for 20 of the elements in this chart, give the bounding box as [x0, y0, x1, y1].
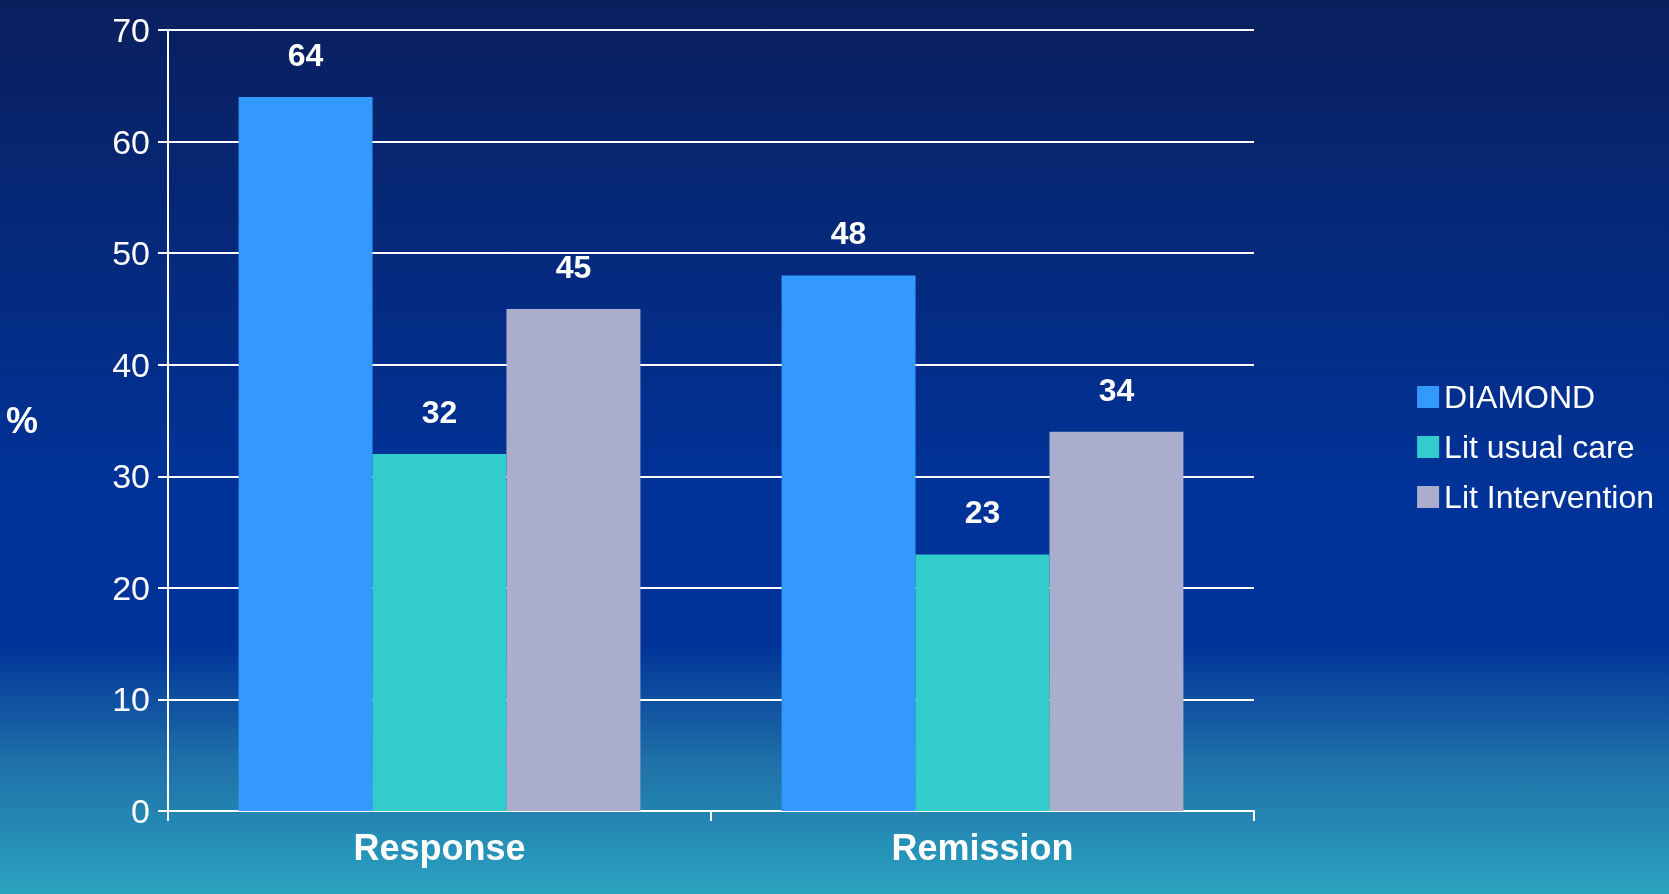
- data-label: 34: [1098, 371, 1135, 408]
- y-tick-label: 10: [112, 680, 150, 719]
- y-tick-label: 70: [112, 11, 150, 49]
- y-tick-label: 60: [112, 122, 150, 161]
- legend-label: Lit Intervention: [1444, 479, 1654, 515]
- legend-label: Lit usual care: [1444, 429, 1635, 465]
- x-tick-label: Remission: [891, 826, 1074, 868]
- data-label: 32: [421, 393, 458, 430]
- data-label: 45: [555, 248, 592, 285]
- y-tick-label: 40: [112, 345, 150, 384]
- data-label: 23: [964, 494, 1001, 531]
- y-tick-label: 20: [112, 568, 150, 607]
- x-tick-label: Response: [353, 826, 526, 868]
- y-tick-label: 30: [112, 457, 150, 496]
- y-tick-label: 0: [131, 792, 150, 830]
- y-tick-label: 50: [112, 234, 150, 273]
- data-label: 48: [830, 215, 867, 252]
- data-label: 64: [287, 36, 324, 73]
- legend-label: DIAMOND: [1444, 379, 1596, 415]
- y-axis-title: %: [5, 400, 38, 441]
